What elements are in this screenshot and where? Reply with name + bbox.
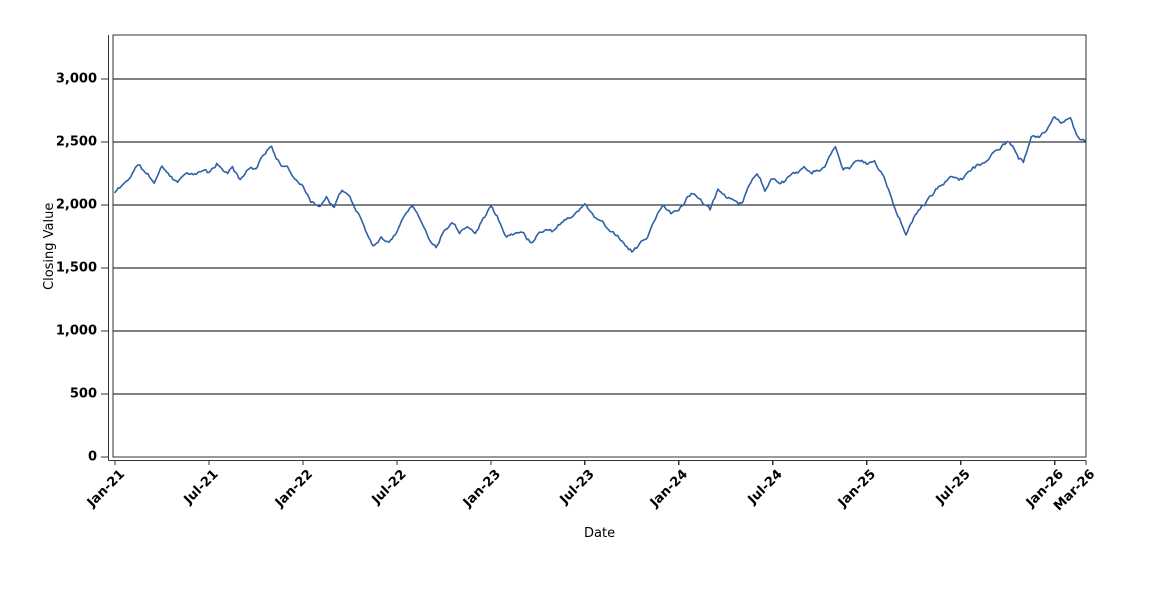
y-tick-label: 2,000 (55, 197, 97, 213)
y-tick-label: 1,500 (55, 260, 97, 276)
y-tick-label: 1,000 (55, 323, 97, 339)
x-axis-title: Date (584, 526, 616, 541)
closing-value-series (114, 115, 1087, 253)
plot-border (112, 34, 1087, 458)
y-tick-label: 2,500 (55, 134, 97, 150)
y-tick-label: 0 (87, 449, 97, 465)
y-tick-label: 3,000 (55, 71, 97, 87)
y-axis-title: Closing Value (42, 202, 57, 290)
y-tick-label: 500 (69, 386, 97, 402)
